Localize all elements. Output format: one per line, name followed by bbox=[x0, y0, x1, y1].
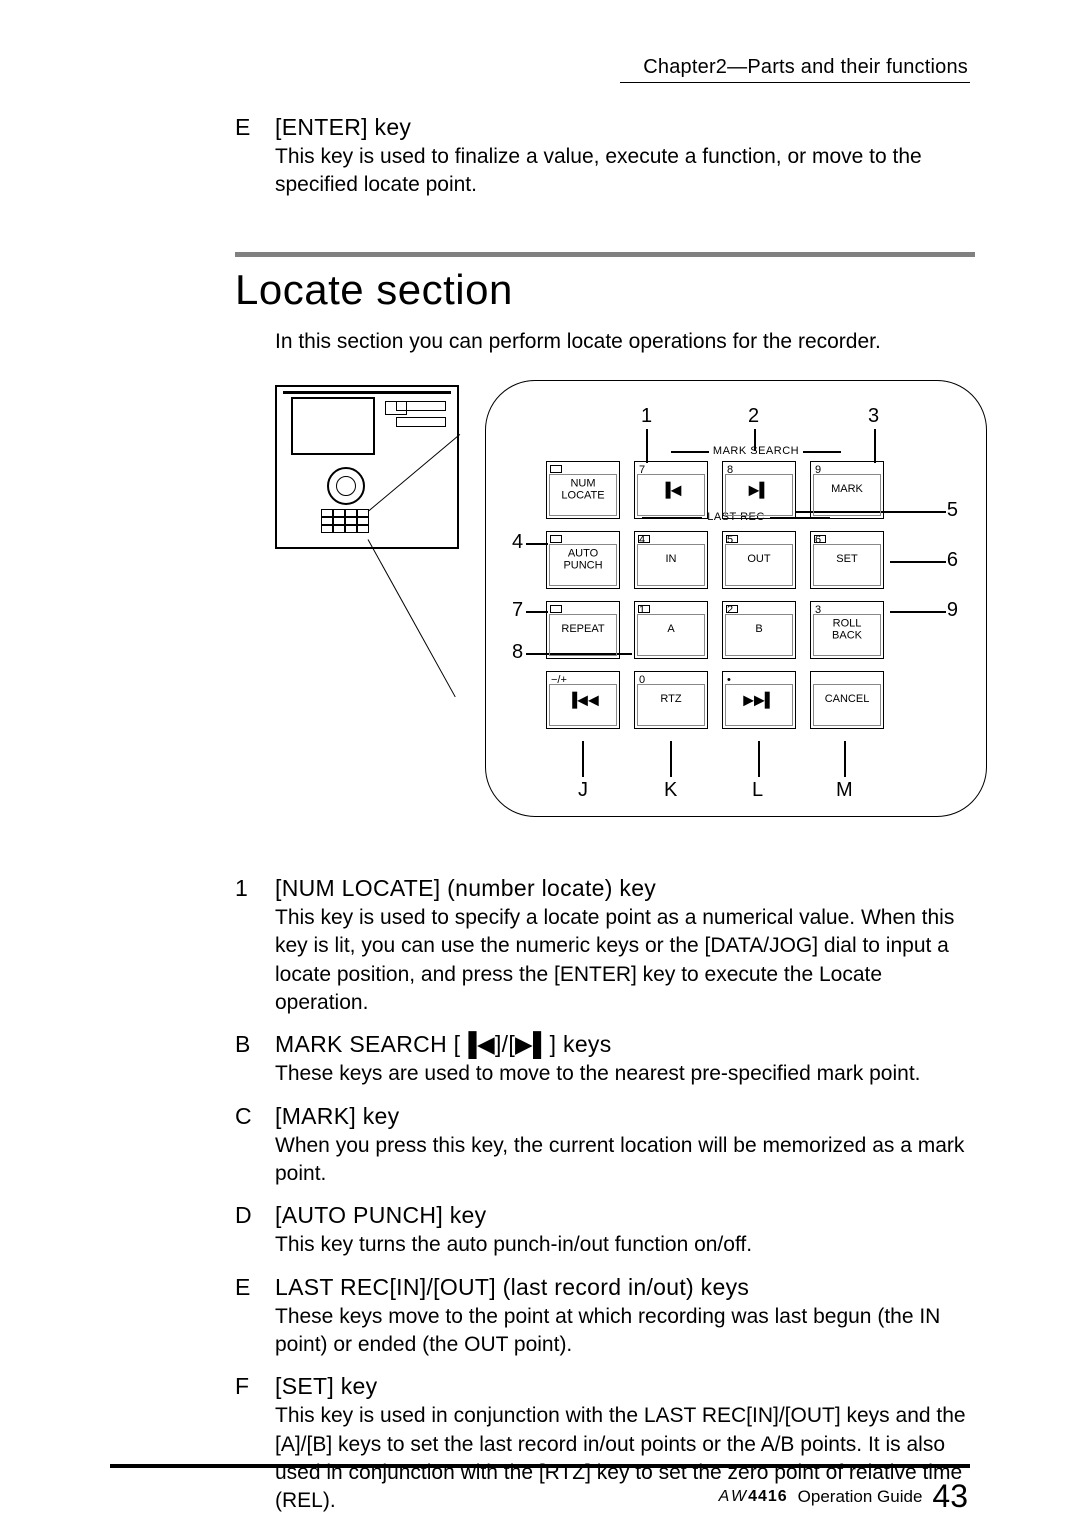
chapter-header: Chapter2—Parts and their functions bbox=[643, 56, 968, 79]
next-mark-icon: ▶▌ bbox=[515, 1031, 550, 1058]
item-marker: C bbox=[235, 1103, 257, 1130]
section-intro: In this section you can perform locate o… bbox=[275, 330, 881, 354]
item-body: These keys are used to move to the neare… bbox=[275, 1060, 975, 1088]
footer-guide: Operation Guide bbox=[798, 1487, 923, 1507]
auto-punch-key: AUTOPUNCH bbox=[546, 531, 620, 589]
item-title: [ENTER] key bbox=[275, 114, 411, 141]
callout-1: 1 bbox=[641, 405, 652, 428]
item-marker: E bbox=[235, 1274, 257, 1301]
item-body: These keys move to the point at which re… bbox=[275, 1303, 975, 1360]
callout-4: 4 bbox=[512, 531, 523, 554]
cancel-key: CANCEL bbox=[810, 671, 884, 729]
b-key: 2B bbox=[722, 601, 796, 659]
item-title: [MARK] key bbox=[275, 1103, 399, 1130]
callout-l: L bbox=[752, 779, 763, 802]
a-key: 1A bbox=[634, 601, 708, 659]
mark-key: 9MARK bbox=[810, 461, 884, 519]
callout-k: K bbox=[664, 779, 677, 802]
callout-7: 7 bbox=[512, 599, 523, 622]
callout-6: 6 bbox=[947, 549, 958, 572]
item-marker: E bbox=[235, 114, 257, 141]
item-title: [SET] key bbox=[275, 1373, 377, 1400]
item-marker: D bbox=[235, 1202, 257, 1229]
device-thumbnail bbox=[275, 385, 459, 549]
section-title: Locate section bbox=[235, 266, 513, 314]
item-body: This key is used to specify a locate poi… bbox=[275, 904, 975, 1017]
page-number: 43 bbox=[932, 1478, 968, 1515]
item-body: This key turns the auto punch-in/out fun… bbox=[275, 1231, 975, 1259]
item-body: This key is used to finalize a value, ex… bbox=[275, 143, 975, 200]
item-title: [NUM LOCATE] (number locate) key bbox=[275, 875, 656, 902]
item-marker: B bbox=[235, 1031, 257, 1058]
num-locate-key: NUMLOCATE bbox=[546, 461, 620, 519]
ffwd-key: •▶▶▌ bbox=[722, 671, 796, 729]
callout-2: 2 bbox=[748, 405, 759, 428]
callout-3: 3 bbox=[868, 405, 879, 428]
brand-logo: AW4416 bbox=[719, 1488, 788, 1506]
item-title: [AUTO PUNCH] key bbox=[275, 1202, 486, 1229]
item-marker: F bbox=[235, 1373, 257, 1400]
mark-search-label: MARK SEARCH bbox=[713, 445, 799, 457]
header-rule bbox=[620, 82, 970, 83]
item-title: MARK SEARCH [▐◀]/[▶▌] keys bbox=[275, 1031, 612, 1058]
callout-j: J bbox=[578, 779, 588, 802]
prev-mark-icon: ▐◀ bbox=[460, 1031, 495, 1058]
item-marker: 1 bbox=[235, 875, 257, 902]
item-title: LAST REC[IN]/[OUT] (last record in/out) … bbox=[275, 1274, 749, 1301]
callout-5: 5 bbox=[947, 499, 958, 522]
callout-8: 8 bbox=[512, 641, 523, 664]
repeat-key: REPEAT bbox=[546, 601, 620, 659]
mark-next-key: 8▶▌ bbox=[722, 461, 796, 519]
rollback-key: 3ROLLBACK bbox=[810, 601, 884, 659]
rtz-key: 0RTZ bbox=[634, 671, 708, 729]
callout-m: M bbox=[836, 779, 853, 802]
mark-prev-key: 7▐◀ bbox=[634, 461, 708, 519]
locate-diagram: 1 2 3 4 7 8 5 6 9 MARK SEARCH bbox=[275, 385, 975, 815]
item-body: When you press this key, the current loc… bbox=[275, 1132, 975, 1189]
set-key: 6SET bbox=[810, 531, 884, 589]
in-key: 4IN bbox=[634, 531, 708, 589]
rewind-key: −/+▐◀◀ bbox=[546, 671, 620, 729]
callout-9: 9 bbox=[947, 599, 958, 622]
out-key: 5OUT bbox=[722, 531, 796, 589]
section-rule bbox=[235, 252, 975, 257]
